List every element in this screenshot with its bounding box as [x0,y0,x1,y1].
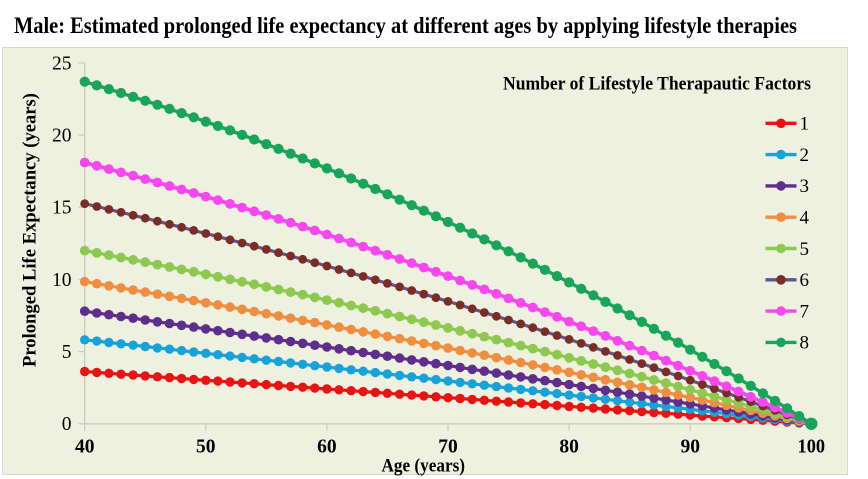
svg-text:4: 4 [800,208,810,229]
svg-text:Number of Lifestyle Therapauti: Number of Lifestyle Therapautic Factors [503,74,811,95]
svg-text:20: 20 [52,126,72,147]
svg-text:80: 80 [559,435,579,457]
svg-text:3: 3 [800,176,810,197]
svg-text:90: 90 [680,435,700,457]
svg-text:5: 5 [800,239,810,260]
svg-text:25: 25 [52,53,72,74]
svg-text:Age (years): Age (years) [382,455,466,476]
svg-text:60: 60 [317,435,337,457]
svg-text:Male: Estimated prolonged life: Male: Estimated prolonged life expectanc… [14,13,797,38]
svg-text:70: 70 [438,435,458,457]
svg-text:10: 10 [52,270,72,291]
svg-text:100: 100 [798,435,826,457]
svg-text:1: 1 [800,114,810,135]
svg-text:15: 15 [52,198,72,219]
svg-text:7: 7 [800,301,810,322]
svg-text:0: 0 [62,414,72,435]
svg-text:Prolonged Life Expectancy (yea: Prolonged Life Expectancy (years) [20,93,41,367]
svg-text:2: 2 [800,145,810,166]
svg-text:6: 6 [800,270,810,291]
svg-text:5: 5 [62,342,72,363]
svg-text:50: 50 [196,435,216,457]
svg-text:8: 8 [800,333,810,354]
svg-text:40: 40 [75,435,95,457]
